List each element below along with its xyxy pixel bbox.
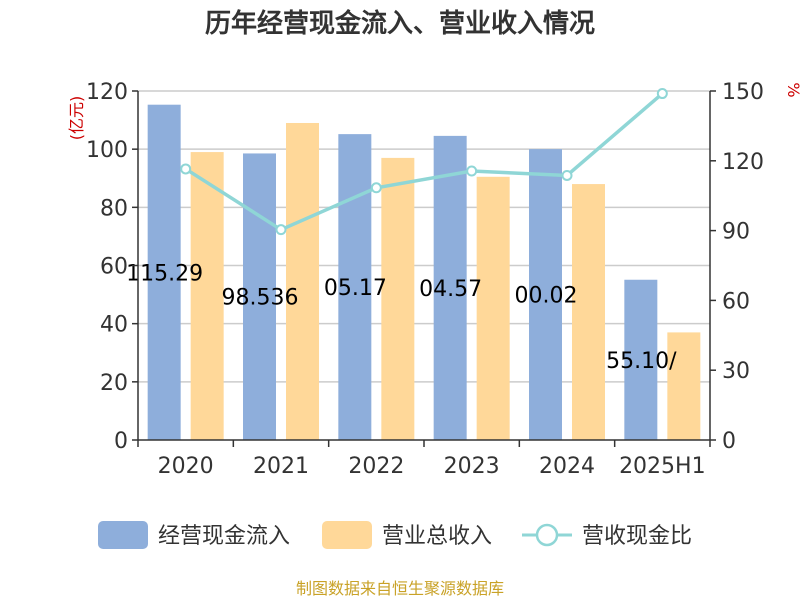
- bar-revenue: [286, 122, 319, 440]
- y-right-tick-label: 120: [722, 150, 764, 175]
- legend-marker-ratio: [535, 523, 559, 547]
- bar-cash-inflow: [147, 104, 181, 441]
- ratio-point: [180, 163, 192, 175]
- ratio-point: [561, 169, 573, 181]
- bars: [147, 104, 701, 441]
- y-right-tick-label: 0: [722, 429, 736, 454]
- legend-swatch-revenue: [322, 521, 372, 549]
- ratio-line: [180, 88, 668, 236]
- ratio-point: [656, 88, 668, 100]
- bar-revenue: [667, 332, 701, 440]
- y-left-tick-label: 0: [114, 429, 128, 454]
- y-left-tick-label: 60: [100, 255, 128, 280]
- bar-data-label: 05.17: [324, 276, 387, 301]
- y-left-tick-label: 120: [86, 80, 128, 105]
- y-right-tick-label: 30: [722, 359, 750, 384]
- x-tick-label: 2023: [444, 454, 500, 479]
- bar-data-label: 00.02: [515, 284, 578, 309]
- ratio-line-path: [184, 92, 664, 232]
- ratio-point: [466, 165, 478, 177]
- bar-cash-inflow: [433, 135, 467, 440]
- bar-data-label: 98.536: [222, 286, 299, 311]
- bar-cash-inflow: [243, 153, 276, 441]
- bar-data-label: 04.57: [419, 277, 482, 302]
- bar-labels: 115.29 98.536 05.17 04.57 00.02 55.10/: [126, 261, 677, 374]
- bar-revenue: [190, 152, 224, 440]
- x-tick-label: 2020: [158, 454, 214, 479]
- y-right-tick-label: 150: [722, 80, 764, 105]
- bar-cash-inflow: [338, 134, 372, 440]
- legend-label-revenue: 营业总收入: [382, 524, 492, 549]
- bar-cash-inflow: [624, 279, 658, 440]
- bar-revenue: [381, 157, 415, 440]
- legend-label-ratio: 营收现金比: [582, 524, 692, 549]
- y-left-tick-label: 40: [100, 313, 128, 338]
- bar-cash-inflow: [529, 149, 562, 440]
- legend-swatch-cash-inflow: [98, 521, 148, 549]
- bar-data-label: 115.29: [126, 261, 203, 286]
- y-left-tick-label: 20: [100, 371, 128, 396]
- legend-label-cash-inflow: 经营现金流入: [158, 524, 290, 549]
- gridlines: [138, 90, 710, 383]
- y-left-unit: (亿元): [67, 96, 86, 141]
- source-note: 制图数据来自恒生聚源数据库: [296, 579, 504, 598]
- x-tick-label: 2024: [539, 454, 595, 479]
- y-left-tick-label: 80: [100, 196, 128, 221]
- axes: 0 20 40 60 80 100 120 0 30 60 90 120 150 2020 2021 2022…: [86, 80, 764, 479]
- y-right-unit: %: [784, 82, 800, 97]
- y-right-tick-label: 60: [722, 289, 750, 314]
- ratio-point: [275, 224, 287, 236]
- y-right-tick-label: 90: [722, 220, 750, 245]
- legend: 经营现金流入 营业总收入 营收现金比: [98, 521, 692, 549]
- x-tick-label: 2021: [253, 454, 309, 479]
- chart-title: 历年经营现金流入、营业收入情况: [205, 8, 595, 39]
- x-tick-label: 2022: [348, 454, 404, 479]
- x-tick-label: 2025H1: [619, 454, 706, 479]
- bar-revenue: [476, 176, 510, 440]
- bar-revenue: [572, 184, 605, 440]
- bar-data-label: 55.10/: [606, 349, 677, 374]
- ratio-point: [370, 182, 382, 194]
- y-left-tick-label: 100: [86, 138, 128, 163]
